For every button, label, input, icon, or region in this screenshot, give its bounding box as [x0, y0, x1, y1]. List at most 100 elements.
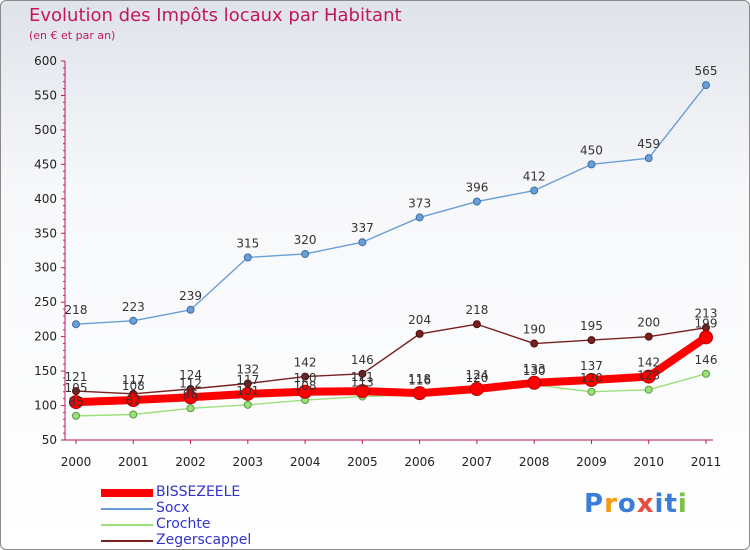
logo-letter: t: [664, 489, 678, 519]
data-label-zegerscappel: 200: [637, 316, 660, 330]
data-label-crochte: 120: [580, 371, 603, 385]
data-label-bissezeele: 133: [523, 362, 546, 376]
data-point-bissezeele: [412, 386, 427, 401]
logo-letter: i: [677, 489, 688, 519]
legend-label-zegerscappel: Zegerscappel: [156, 532, 252, 548]
data-point-socx: [415, 213, 424, 222]
y-tick-label: 150: [34, 364, 57, 378]
data-label-zegerscappel: 121: [65, 370, 88, 384]
data-label-bissezeele: 112: [179, 376, 202, 390]
data-point-crochte: [72, 411, 80, 420]
data-label-bissezeele: 120: [294, 371, 317, 385]
data-label-bissezeele: 124: [465, 368, 488, 382]
data-point-socx: [472, 197, 481, 206]
data-label-bissezeele: 118: [408, 372, 431, 386]
data-point-bissezeele: [355, 384, 370, 399]
data-point-socx: [129, 316, 138, 325]
proxiti-logo: Proxiti: [584, 489, 688, 519]
data-label-crochte: 120: [465, 371, 488, 385]
x-tick-label: 2000: [61, 455, 92, 469]
data-point-zegerscappel: [530, 339, 539, 348]
data-point-crochte: [702, 369, 710, 378]
data-point-zegerscappel: [644, 332, 653, 341]
data-point-bissezeele: [699, 330, 713, 345]
data-label-crochte: 85: [68, 395, 83, 409]
y-tick-label: 100: [34, 399, 57, 413]
data-label-crochte: 108: [294, 379, 317, 393]
data-point-socx: [702, 81, 710, 90]
data-point-zegerscappel: [358, 369, 367, 378]
data-point-bissezeele: [641, 369, 656, 384]
data-point-socx: [243, 253, 252, 262]
data-label-bissezeele: 137: [580, 359, 603, 373]
logo-letter: i: [654, 489, 665, 519]
data-label-socx: 412: [523, 170, 546, 184]
data-point-crochte: [243, 400, 252, 409]
legend-label-socx: Socx: [156, 500, 190, 516]
data-point-socx: [72, 320, 80, 329]
x-tick-label: 2010: [633, 455, 664, 469]
x-tick-label: 2004: [290, 455, 321, 469]
legend-swatch-socx: [101, 508, 153, 510]
x-tick-label: 2002: [175, 455, 206, 469]
y-tick-label: 50: [42, 433, 57, 447]
y-tick-label: 400: [34, 192, 57, 206]
data-point-crochte: [587, 387, 596, 396]
logo-letter: P: [584, 489, 605, 519]
legend-label-bissezeele: BISSEZEELE: [156, 484, 241, 500]
y-tick-label: 500: [34, 123, 57, 137]
data-label-zegerscappel: 117: [122, 373, 145, 387]
data-label-socx: 315: [236, 236, 259, 250]
data-point-socx: [358, 238, 367, 247]
y-tick-label: 250: [34, 295, 57, 309]
data-point-zegerscappel: [301, 372, 310, 381]
data-label-crochte: 123: [637, 369, 660, 383]
data-label-crochte: 113: [351, 376, 374, 390]
data-label-crochte: 146: [695, 353, 718, 367]
data-point-bissezeele: [298, 384, 313, 399]
data-label-zegerscappel: 204: [408, 313, 431, 327]
y-tick-label: 300: [34, 261, 57, 275]
data-label-socx: 373: [408, 196, 431, 210]
data-point-socx: [530, 186, 539, 195]
data-label-crochte: 87: [126, 394, 141, 408]
data-label-socx: 223: [122, 300, 145, 314]
data-point-zegerscappel: [72, 387, 80, 396]
data-label-bissezeele: 142: [637, 356, 660, 370]
data-label-bissezeele: 199: [695, 316, 718, 330]
data-label-crochte: 116: [408, 374, 431, 388]
chart-title: Evolution des Impôts locaux par Habitant: [29, 5, 402, 26]
x-tick-label: 2006: [404, 455, 435, 469]
data-label-socx: 337: [351, 221, 374, 235]
data-label-zegerscappel: 218: [465, 303, 488, 317]
data-point-crochte: [644, 385, 653, 394]
legend-label-crochte: Crochte: [156, 516, 211, 532]
x-tick-label: 2005: [347, 455, 378, 469]
data-point-socx: [587, 160, 596, 169]
data-label-crochte: 96: [183, 387, 198, 401]
data-label-crochte: 130: [523, 364, 546, 378]
data-point-bissezeele: [469, 382, 484, 397]
x-tick-label: 2003: [233, 455, 264, 469]
chart-subtitle: (en € et par an): [29, 29, 116, 42]
data-point-socx: [644, 154, 653, 163]
data-point-bissezeele: [584, 373, 599, 388]
y-tick-label: 350: [34, 226, 57, 240]
x-tick-label: 2008: [519, 455, 550, 469]
data-label-zegerscappel: 132: [236, 362, 259, 376]
data-label-zegerscappel: 124: [179, 368, 202, 382]
x-tick-label: 2009: [576, 455, 607, 469]
data-point-bissezeele: [69, 395, 83, 410]
x-tick-label: 2007: [462, 455, 493, 469]
data-point-bissezeele: [126, 393, 141, 408]
data-label-socx: 396: [465, 181, 488, 195]
y-tick-label: 550: [34, 88, 57, 102]
data-point-zegerscappel: [415, 329, 424, 338]
data-label-socx: 218: [65, 303, 88, 317]
y-tick-label: 450: [34, 157, 57, 171]
x-tick-label: 2011: [691, 455, 722, 469]
series-line-zegerscappel: [75, 323, 707, 395]
data-label-zegerscappel: 190: [523, 323, 546, 337]
